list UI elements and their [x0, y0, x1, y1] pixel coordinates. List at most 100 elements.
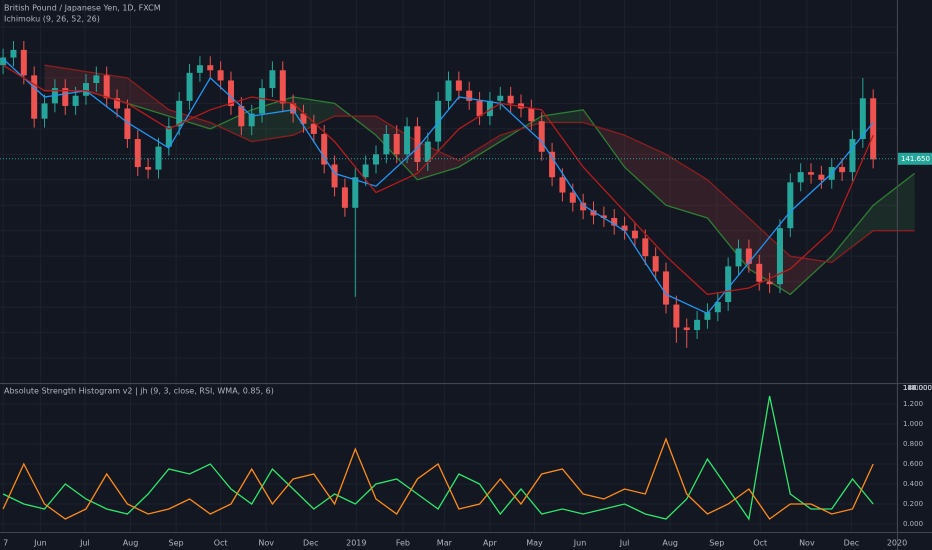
candle-body: [528, 108, 535, 122]
candle-body: [714, 302, 721, 313]
candle-body: [507, 95, 514, 104]
cloud-fill: [458, 135, 501, 168]
price-tick-label: 1.000: [903, 420, 923, 428]
candle-body: [217, 70, 224, 81]
candle-body: [704, 312, 711, 320]
candle-body: [279, 70, 286, 104]
candle-body: [424, 141, 431, 162]
time-tick-label: Feb: [396, 539, 410, 548]
price-tick-label: 0.200: [903, 500, 923, 508]
price-tick-label: 142.000: [903, 384, 932, 392]
candle-body: [238, 105, 245, 127]
candle-body: [559, 177, 566, 193]
candle-body: [352, 177, 359, 208]
candle-body: [72, 95, 79, 106]
price-tick-label: 152.000: [903, 384, 932, 392]
candle-body: [155, 146, 162, 170]
oscillator-line: [2, 395, 874, 521]
time-tick-label: Sep: [169, 539, 184, 548]
candle-body: [735, 248, 742, 267]
cloud-fill: [831, 205, 874, 263]
time-tick-label: Mar: [437, 539, 453, 548]
time-tick-label: Aug: [123, 539, 139, 548]
candle-body: [808, 172, 815, 175]
oscillator-line: [2, 437, 874, 520]
cloud-fill: [873, 173, 915, 231]
last-price-tag: [898, 152, 932, 165]
candle-body: [259, 88, 266, 114]
candle-body: [186, 72, 193, 101]
cloud-fill: [666, 154, 708, 218]
candle-body: [372, 154, 379, 165]
candle-body: [476, 100, 483, 117]
time-tick-label: Apr: [483, 539, 498, 548]
candle-body: [870, 98, 877, 160]
time-tick-label: Nov: [799, 539, 815, 548]
candle-body: [859, 98, 866, 140]
price-tick-label: 148.000: [903, 384, 932, 392]
candle-body: [165, 126, 172, 147]
candle-body: [569, 192, 576, 203]
candle-body: [31, 75, 38, 119]
candle-body: [0, 57, 7, 66]
candle-body: [82, 83, 89, 96]
candle-body: [486, 100, 493, 117]
price-tick-label: 1.400: [903, 384, 923, 392]
time-tick-label: Jun: [33, 539, 47, 548]
candle-body: [134, 139, 141, 168]
time-tick-label: 7: [3, 539, 8, 548]
candle-body: [300, 113, 307, 124]
candle-body: [321, 133, 328, 165]
candle-body: [455, 80, 462, 91]
price-tick-label: 150.000: [903, 384, 932, 392]
candle-body: [414, 126, 421, 162]
price-tick-label: 126.000: [903, 384, 932, 392]
candle-body: [818, 174, 825, 180]
last-price-label: 141.650: [901, 155, 930, 163]
price-tick-label: 0.000: [903, 520, 923, 528]
candle-body: [549, 151, 556, 178]
candle-body: [663, 271, 670, 305]
time-tick-label: Sep: [709, 539, 724, 548]
time-tick-label: 2019: [346, 539, 366, 548]
candle-body: [580, 202, 587, 211]
candle-body: [849, 139, 856, 173]
time-tick-label: Dec: [844, 539, 859, 548]
candle-body: [331, 164, 338, 188]
candle-body: [435, 100, 442, 142]
candle-body: [103, 75, 110, 99]
candle-body: [497, 95, 504, 101]
candle-body: [145, 167, 152, 170]
price-tick-label: 144.000: [903, 384, 932, 392]
time-tick-label: Jul: [619, 539, 630, 548]
cloud-fill: [541, 109, 584, 123]
price-tick-label: 132.000: [903, 384, 932, 392]
candle-body: [776, 228, 783, 285]
price-tick-label: 130.000: [903, 384, 932, 392]
time-tick-label: Aug: [662, 539, 678, 548]
time-tick-label: Jun: [573, 539, 587, 548]
time-tick-label: Oct: [753, 539, 767, 548]
candle-body: [20, 49, 27, 76]
time-tick-label: Jul: [79, 539, 90, 548]
candle-body: [600, 215, 607, 218]
time-tick-label: Dec: [303, 539, 318, 548]
price-tick-label: 1.200: [903, 400, 923, 408]
candle-body: [445, 80, 452, 101]
candle-body: [114, 98, 121, 109]
candle-body: [41, 103, 48, 119]
candle-body: [310, 123, 317, 134]
candle-body: [787, 182, 794, 229]
oscillator-label: Absolute Strength Histogram v2 | jh (9, …: [4, 387, 274, 396]
candle-body: [839, 167, 846, 173]
candle-body: [694, 319, 701, 331]
candle-body: [518, 103, 525, 109]
candle-body: [466, 90, 473, 101]
candle-body: [621, 225, 628, 231]
price-tick-label: 0.600: [903, 460, 923, 468]
price-tick-label: 134.000: [903, 384, 932, 392]
candle-body: [362, 164, 369, 178]
price-tick-label: 146.000: [903, 384, 932, 392]
candle-body: [383, 133, 390, 155]
time-tick-label: 2020: [887, 539, 907, 548]
